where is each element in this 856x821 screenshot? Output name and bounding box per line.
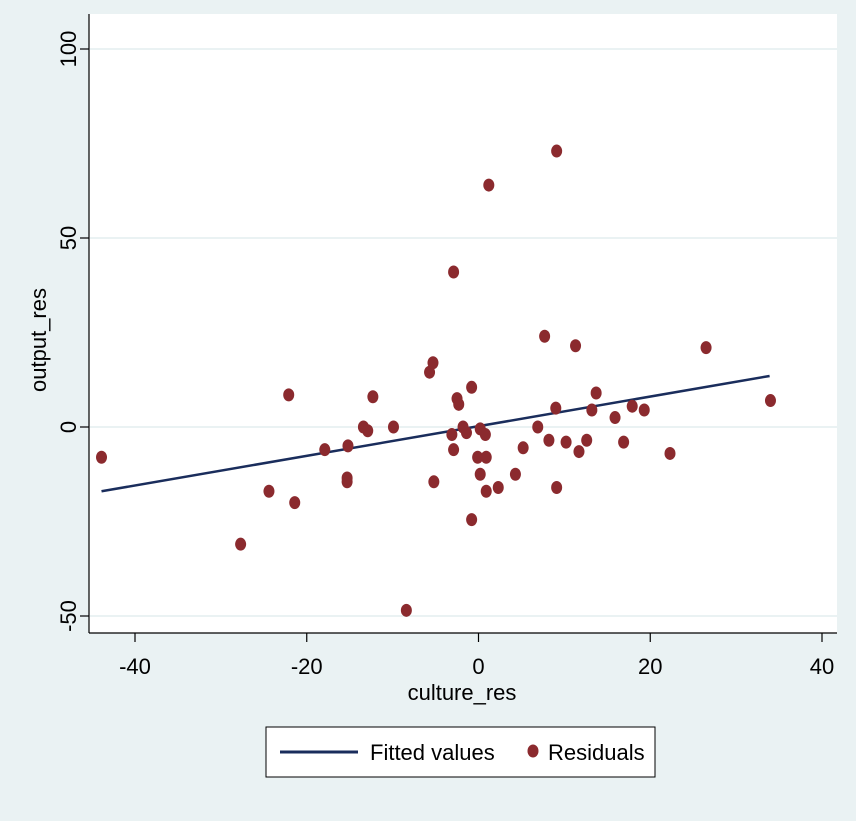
axes: -50 0 50 100 -40 -20 0 20 40	[56, 14, 837, 679]
residual-point	[235, 537, 247, 551]
legend-residual-label: Residuals	[548, 740, 645, 765]
residual-point	[581, 433, 593, 447]
fitted-values-line	[101, 374, 770, 493]
y-tick-label: 100	[56, 31, 81, 68]
residual-point	[517, 441, 529, 455]
residual-point	[509, 467, 521, 481]
residual-point	[480, 450, 492, 464]
residual-point	[539, 329, 551, 343]
residual-point	[362, 424, 374, 438]
x-axis-label: culture_res	[408, 680, 517, 705]
residual-point	[466, 380, 478, 394]
residual-point	[474, 467, 486, 481]
residual-point	[448, 265, 460, 279]
residual-point	[700, 341, 712, 355]
residual-point	[96, 450, 108, 464]
legend-fitted-label: Fitted values	[370, 740, 495, 765]
residual-point	[428, 475, 440, 489]
y-tick-label: 50	[56, 226, 81, 250]
legend: Fitted values Residuals	[265, 726, 656, 778]
residual-point	[319, 443, 331, 457]
residual-point	[448, 443, 460, 457]
residual-point	[367, 390, 379, 404]
residual-point	[551, 144, 563, 158]
residual-point	[427, 356, 439, 370]
residual-point	[472, 450, 484, 464]
residual-point	[573, 445, 585, 459]
y-tick-label: -50	[56, 600, 81, 632]
grid-lines	[90, 48, 837, 617]
residual-point	[543, 433, 555, 447]
residual-point	[586, 403, 598, 417]
residual-point	[387, 420, 399, 434]
residual-point	[590, 386, 602, 400]
residual-point	[466, 513, 478, 527]
x-tick-label: 0	[472, 654, 484, 679]
y-axis-label: output_res	[26, 288, 51, 392]
residual-point	[492, 480, 504, 494]
residual-point	[638, 403, 650, 417]
x-tick-label: 40	[810, 654, 834, 679]
residual-point	[342, 439, 354, 453]
residual-point	[480, 484, 492, 498]
residual-point	[664, 446, 676, 460]
residual-point	[341, 475, 353, 489]
residual-point	[283, 388, 295, 402]
plot-area	[89, 14, 837, 633]
residual-point	[626, 399, 638, 413]
residual-point	[764, 394, 776, 408]
residual-point	[618, 435, 630, 449]
fitted-line-layer	[101, 374, 770, 493]
residual-point	[460, 426, 472, 440]
residual-point	[570, 339, 582, 353]
y-tick-label: 0	[56, 421, 81, 433]
legend-residual-swatch	[527, 744, 539, 758]
residual-point	[263, 484, 275, 498]
residual-point	[400, 603, 412, 617]
residual-point	[560, 435, 572, 449]
residual-point	[609, 411, 621, 425]
residual-point	[532, 420, 544, 434]
residual-point	[551, 480, 563, 494]
residual-point	[289, 496, 301, 510]
x-tick-label: -20	[291, 654, 323, 679]
residual-points-layer	[96, 144, 776, 617]
residual-point	[550, 401, 562, 415]
x-tick-label: -40	[119, 654, 151, 679]
x-tick-label: 20	[638, 654, 662, 679]
residual-point	[453, 397, 465, 411]
residual-point	[479, 428, 491, 442]
residual-point	[446, 428, 458, 442]
residual-point	[483, 178, 495, 192]
